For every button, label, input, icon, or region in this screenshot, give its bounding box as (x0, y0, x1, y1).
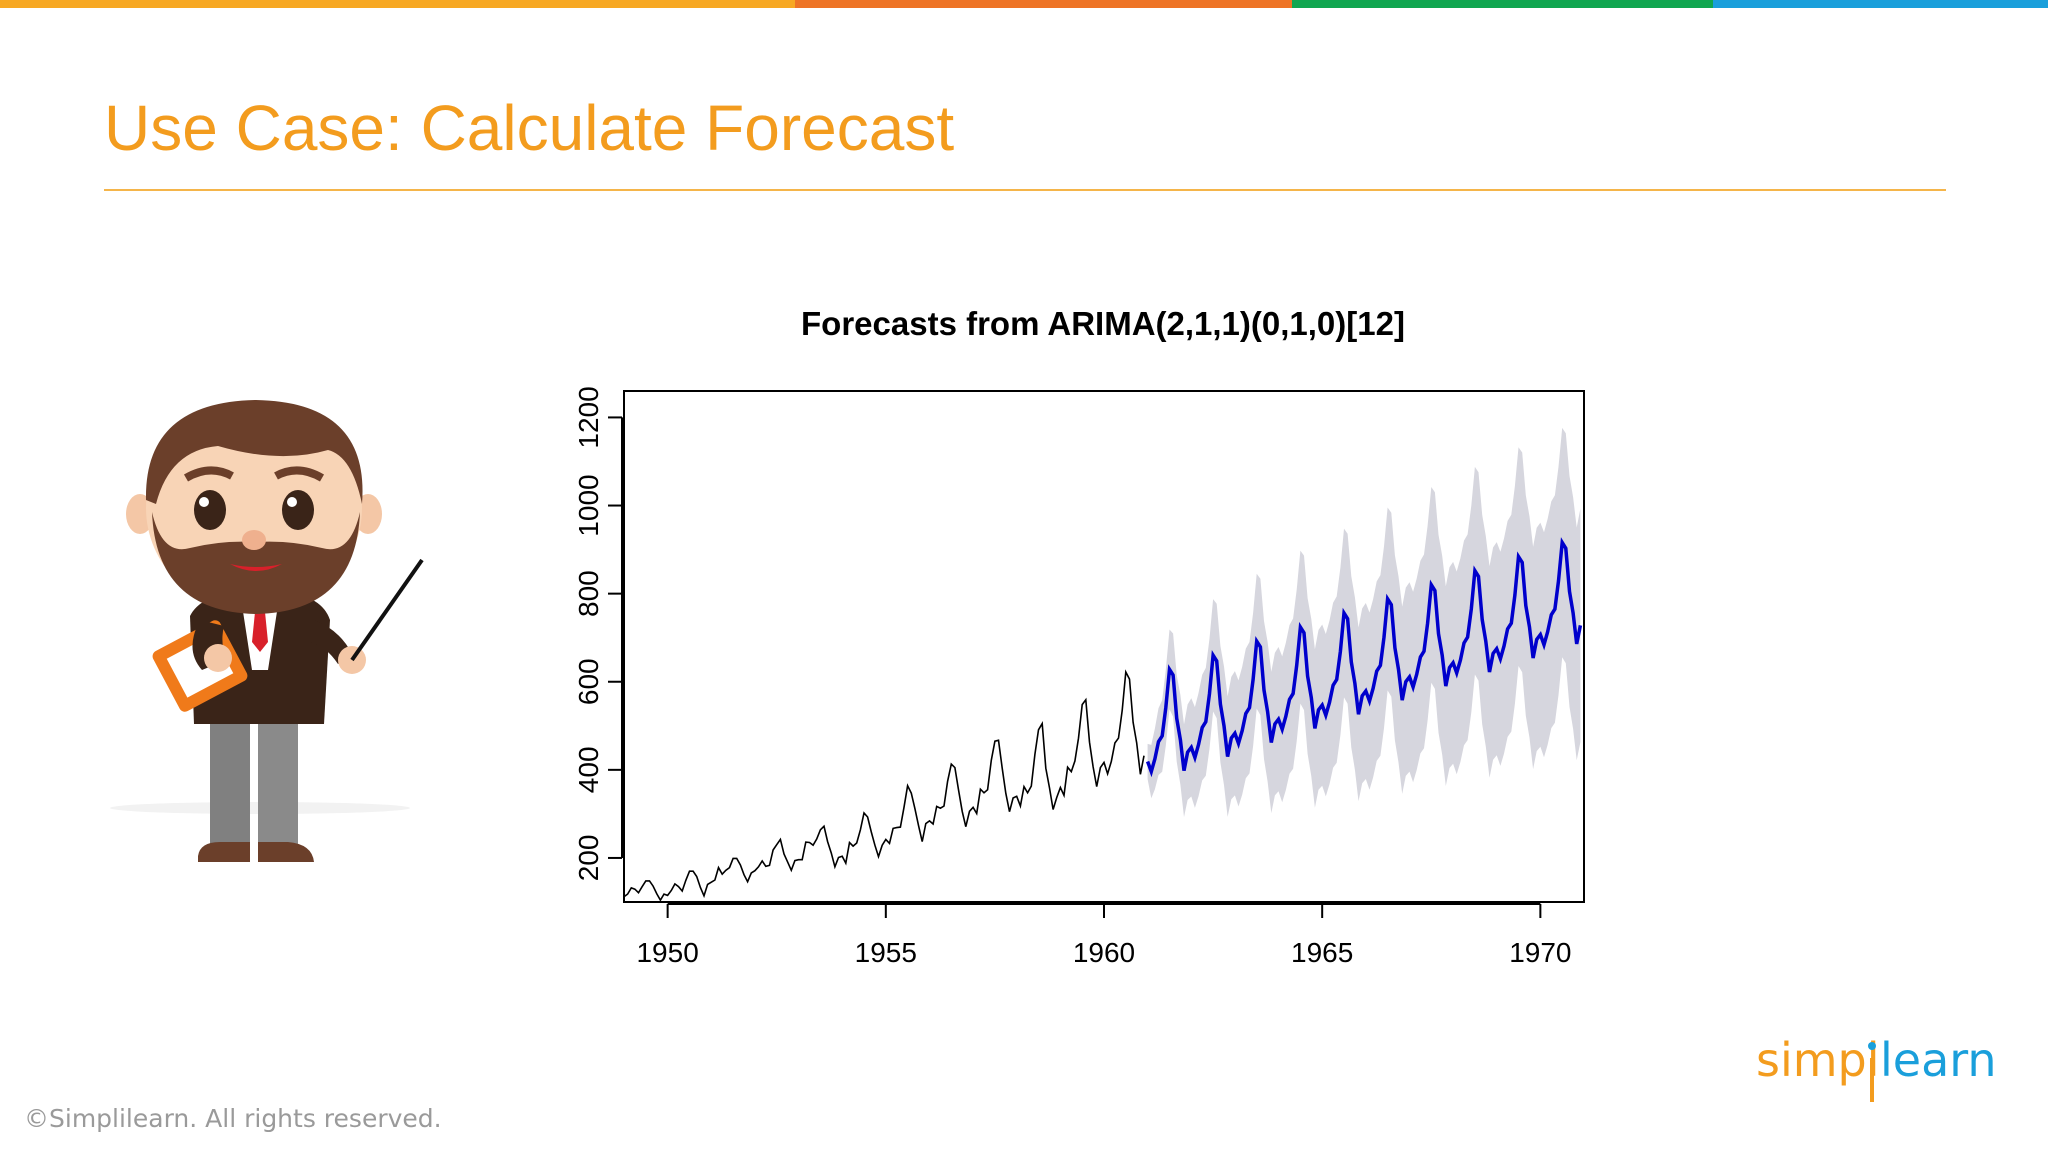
hair (145, 400, 363, 504)
copyright-notice: ©Simplilearn. All rights reserved. (24, 1104, 442, 1133)
simplilearn-logo: simpl learn (1756, 1033, 1996, 1102)
y-tick-label: 1200 (573, 386, 604, 448)
right-leg (258, 716, 298, 852)
historical-series-line (623, 669, 1145, 902)
brand-part1: simpl (1756, 1033, 1880, 1087)
left-eye (194, 490, 226, 530)
right-eyebrow (274, 466, 325, 482)
y-tick-label: 400 (573, 746, 604, 793)
x-tick-label: 1965 (1291, 937, 1353, 968)
y-tick-label: 200 (573, 835, 604, 882)
beard (152, 512, 360, 614)
x-tick-label: 1970 (1509, 937, 1571, 968)
forecast-series-line (1145, 537, 1583, 778)
left-eye-shine (199, 497, 209, 507)
top-bar-segment-blue (1713, 0, 2048, 8)
right-eye-shine (287, 497, 297, 507)
left-hand (204, 644, 232, 672)
x-tick-label: 1955 (855, 937, 917, 968)
left-eyebrow (183, 466, 234, 482)
y-tick-label: 800 (573, 570, 604, 617)
pointer-stick (350, 558, 424, 662)
top-bar-segment-green (1292, 0, 1713, 8)
y-tick-label: 1000 (573, 474, 604, 536)
arima-forecast-chart: Forecasts from ARIMA(2,1,1)(0,1,0)[12] 1… (573, 305, 1585, 968)
top-bar-segment-red-orange (795, 0, 1292, 8)
brand-part2: learn (1880, 1033, 1996, 1087)
tie (252, 602, 268, 652)
y-tick-label: 600 (573, 658, 604, 705)
forecast-interval-band (1147, 427, 1581, 818)
brand-i-dot (1868, 1042, 1876, 1050)
series-lines-group (623, 537, 1583, 902)
right-eye (282, 490, 314, 530)
left-leg (210, 716, 250, 852)
top-color-bar (0, 0, 2048, 8)
left-shoe (198, 842, 250, 862)
x-tick-label: 1950 (636, 937, 698, 968)
slide-title: Use Case: Calculate Forecast (104, 92, 955, 164)
title-underline (104, 189, 1946, 191)
forecast-band-group (1147, 427, 1581, 818)
mouth (230, 564, 282, 571)
top-bar-segment-orange (0, 0, 795, 8)
plot-frame (623, 390, 1585, 903)
nose (242, 530, 266, 550)
chart-title: Forecasts from ARIMA(2,1,1)(0,1,0)[12] (801, 305, 1405, 342)
presenter-illustration (110, 400, 424, 862)
right-shoe (258, 842, 314, 862)
axes: 1950 1955 1960 1965 1970 200 400 600 800 1000 1200 (573, 386, 1572, 968)
x-tick-label: 1960 (1073, 937, 1135, 968)
